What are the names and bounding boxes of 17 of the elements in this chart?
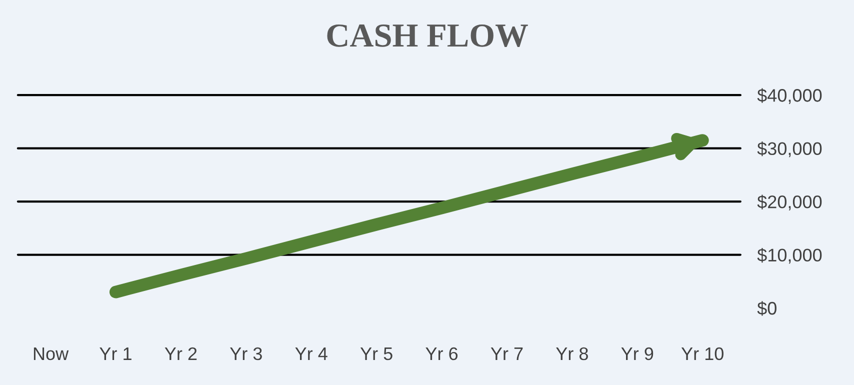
y-tick-label: $10,000	[757, 248, 822, 264]
x-tick-label: Yr 10	[681, 347, 724, 360]
x-tick-label: Yr 5	[360, 348, 392, 360]
x-tick-label: Yr 8	[556, 347, 588, 360]
x-tick-label: Yr 9	[621, 347, 654, 360]
y-tick-label: $0	[757, 301, 776, 316]
x-tick-label: Now	[34, 348, 69, 360]
x-tick-label: Yr 6	[426, 347, 458, 360]
x-tick-label: Yr 4	[295, 348, 328, 360]
chart-title: CASH FLOW	[327, 24, 528, 48]
x-tick-label: Yr 3	[230, 347, 262, 360]
y-tick-label: $30,000	[757, 141, 822, 158]
x-tick-label: Yr 1	[100, 348, 132, 360]
y-tick-label: $20,000	[757, 194, 822, 210]
y-tick-label: $40,000	[757, 88, 822, 104]
x-tick-label: Yr 7	[490, 348, 523, 360]
x-tick-label: Yr 2	[164, 347, 197, 360]
